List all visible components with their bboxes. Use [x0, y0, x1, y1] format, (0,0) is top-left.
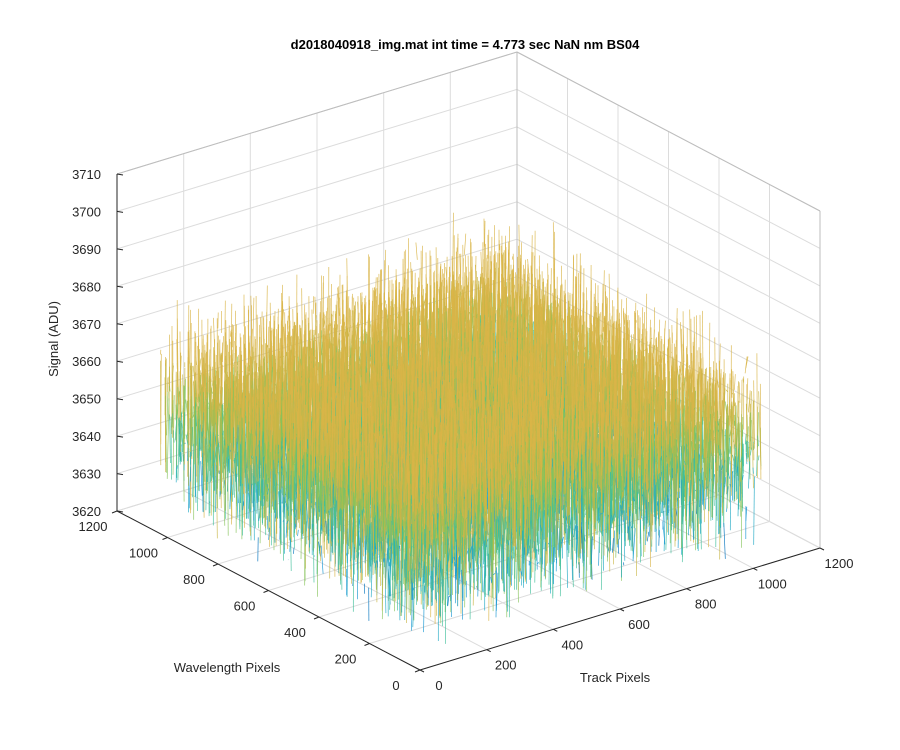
surface-segment [166, 377, 169, 392]
surface-segment [201, 384, 203, 412]
surface-segment [194, 372, 197, 399]
surface-segment [314, 315, 317, 336]
surface-segment [321, 342, 323, 356]
surface-segment [179, 371, 181, 425]
grid-line-floor-y [369, 521, 770, 644]
surface-mesh [160, 212, 762, 644]
surface-segment [166, 391, 169, 436]
surface-segment [215, 475, 217, 484]
box-edge [116, 51, 518, 175]
surface-segment [484, 243, 487, 278]
surface-segment [202, 452, 204, 467]
grid-line-wall-z [116, 163, 518, 287]
grid-line-wall-z [516, 88, 821, 249]
surface-segment [165, 358, 167, 473]
surface-segment [282, 284, 284, 357]
surface-segment [495, 262, 497, 323]
grid-line-wall-z [116, 201, 518, 325]
surface-segment [189, 309, 191, 364]
box-edge [516, 51, 821, 212]
surface-segment [215, 465, 217, 513]
surface-segment [195, 333, 198, 432]
surface-segment [171, 363, 174, 435]
surface-segment [219, 377, 221, 394]
surface-segment [172, 395, 175, 475]
surface-segment [181, 422, 184, 444]
surface-segment [166, 398, 170, 479]
grid-line-wall-z [116, 126, 518, 250]
surface-segment [256, 314, 259, 372]
surface-segment [464, 233, 467, 255]
surface-segment [160, 353, 162, 445]
grid-line-wall-z [516, 238, 821, 399]
surface-segment [287, 315, 289, 330]
grid-line-wall-z [116, 238, 518, 362]
surface-segment [283, 355, 286, 372]
grid-line-wall-z [516, 201, 821, 362]
surface-segment [335, 293, 338, 332]
surface-segment [170, 416, 172, 480]
grid-line-wall-z [516, 163, 821, 324]
surface-segment [233, 352, 235, 386]
surface-segment [202, 466, 204, 512]
surface-segment [169, 414, 171, 464]
grid-line-wall-z [116, 88, 518, 212]
grid-line-wall-z [516, 126, 821, 287]
surface-segment [176, 339, 179, 397]
